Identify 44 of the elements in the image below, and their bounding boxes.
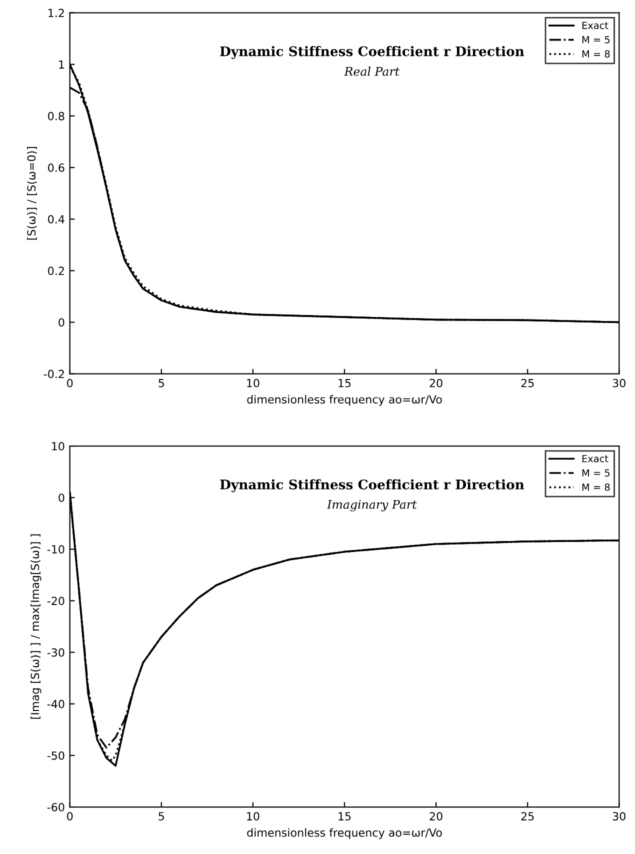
y-tick-label: -0.2 xyxy=(44,370,64,378)
x-tick-label: 30 xyxy=(612,812,626,820)
text: Dynamic Stiffness Coefficient r Direction xyxy=(220,479,524,492)
x-tick-label: 10 xyxy=(247,378,260,388)
legend-label: M = 5 xyxy=(582,469,610,477)
y-axis-title: [S(ω)] / [S(ω=0)] xyxy=(27,146,37,240)
y-tick-label: 0 xyxy=(58,318,64,327)
y-axis-title: [Imag [S(ω)] ] / max[Imag[S(ω)] ] xyxy=(30,534,42,719)
text: Dynamic Stiffness Coefficient r Direction xyxy=(220,46,524,59)
x-tick-label: 0 xyxy=(67,378,73,388)
x-tick-label: 20 xyxy=(430,812,442,820)
x-tick-label: 0 xyxy=(67,812,73,820)
y-tick-label: 0.2 xyxy=(48,266,64,276)
x-tick-label: 25 xyxy=(521,812,534,820)
y-tick-label: 0.8 xyxy=(48,112,64,120)
y-tick-label: -10 xyxy=(47,545,64,554)
x-tick-label: 20 xyxy=(430,378,442,388)
legend-label: Exact xyxy=(582,455,608,462)
x-tick-label: 30 xyxy=(612,378,626,388)
text: Imaginary Part xyxy=(326,500,417,512)
x-tick-label: 5 xyxy=(158,812,164,820)
y-tick-label: -50 xyxy=(47,751,64,760)
text: Real Part xyxy=(344,66,400,76)
y-tick-label: -40 xyxy=(47,700,64,708)
y-tick-label: 1 xyxy=(59,60,64,69)
legend-label: M = 5 xyxy=(582,36,610,44)
y-tick-label: -30 xyxy=(47,648,64,657)
y-tick-label: 0 xyxy=(58,494,64,502)
x-axis-title: dimensionless frequency ao=ωr/Vo xyxy=(247,828,442,839)
y-tick-label: 0.6 xyxy=(48,164,64,172)
legend-label: Exact xyxy=(582,22,608,30)
y-tick-label: 0.4 xyxy=(48,215,64,224)
y-tick-label: 1.2 xyxy=(48,8,64,18)
legend-label: M = 8 xyxy=(582,483,610,491)
legend-label: M = 8 xyxy=(582,50,610,58)
y-tick-label: 10 xyxy=(52,442,64,450)
x-tick-label: 25 xyxy=(521,378,534,388)
x-axis-title: dimensionless frequency ao=ωr/Vo xyxy=(247,394,442,406)
y-tick-label: -60 xyxy=(47,803,64,812)
y-tick-label: -20 xyxy=(47,596,64,606)
x-tick-label: 10 xyxy=(247,812,260,820)
x-tick-label: 15 xyxy=(338,812,351,820)
x-tick-label: 15 xyxy=(338,379,351,388)
x-tick-label: 5 xyxy=(158,379,164,388)
